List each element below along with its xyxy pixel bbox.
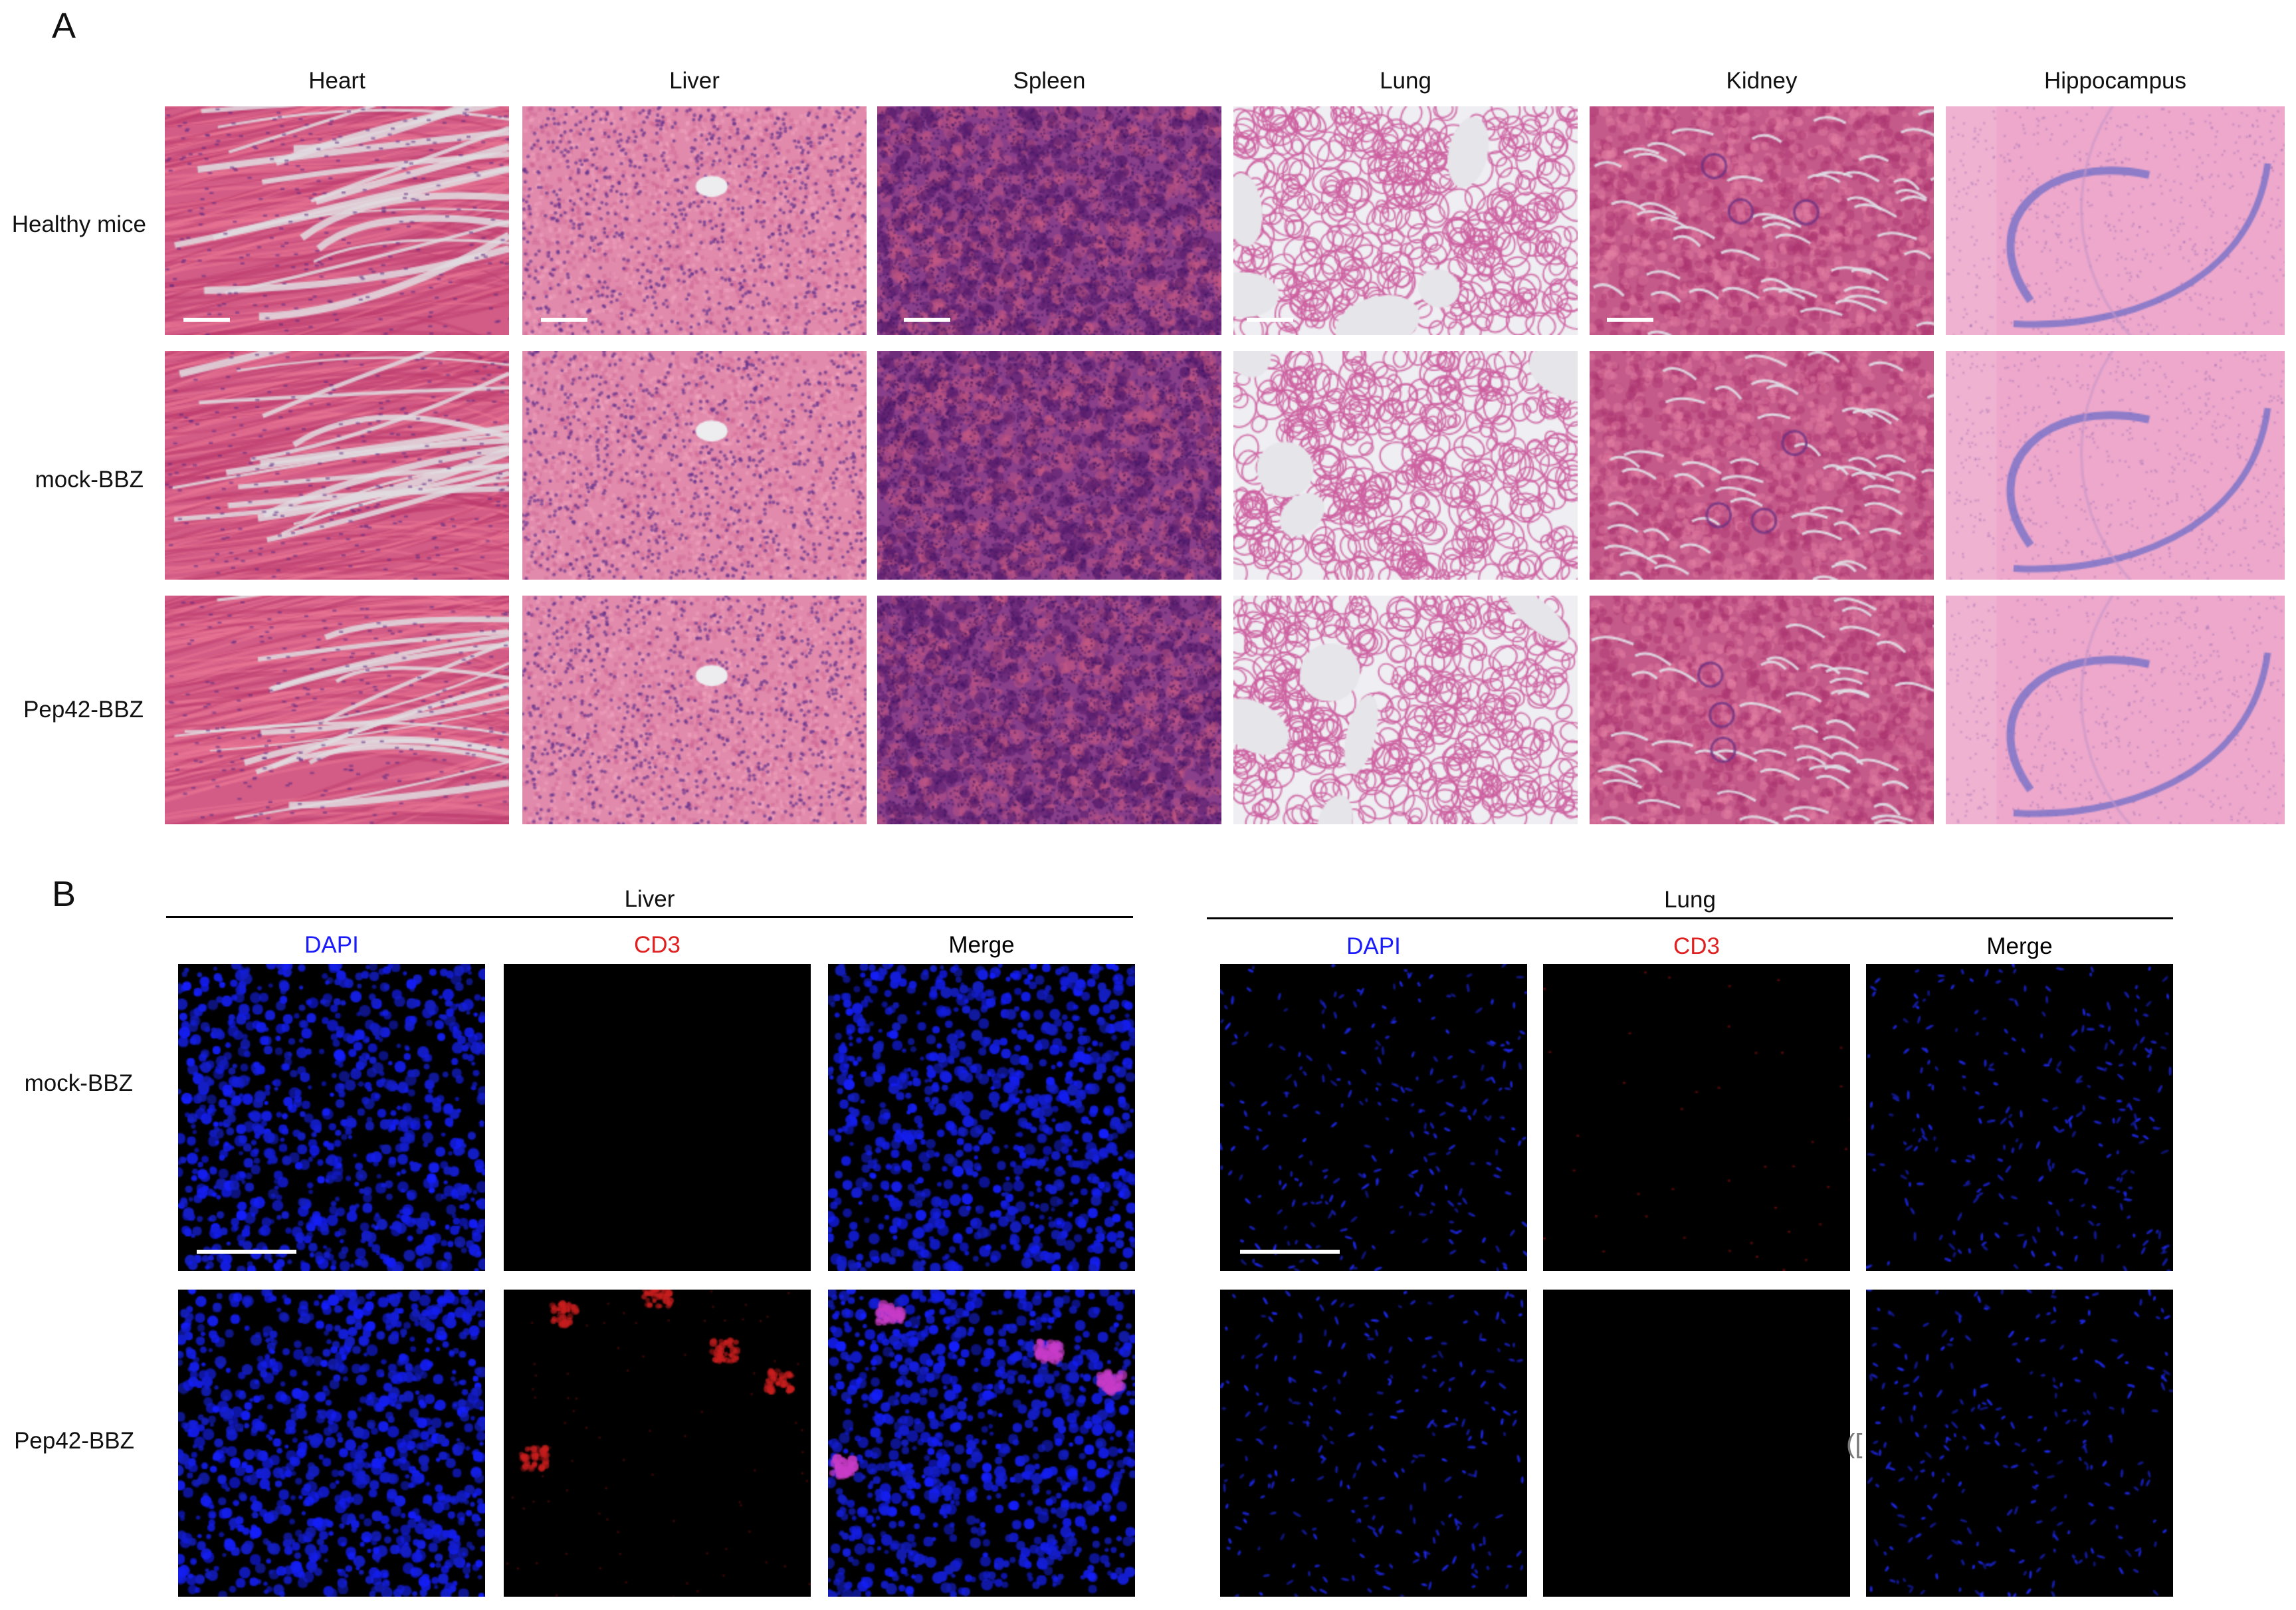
histology-spleen-healthy-mice (877, 106, 1221, 335)
channel-header-liver-dapi: DAPI (304, 932, 359, 958)
group-title-liver: Liver (624, 886, 675, 912)
histology-hippocampus-pep42-bbz (1946, 596, 2285, 824)
histology-lung-healthy-mice (1233, 106, 1578, 335)
scale-bar-heart (183, 318, 230, 322)
histology-hippocampus-mock-bbz (1946, 351, 2285, 580)
channel-header-lung-cd3: CD3 (1673, 933, 1721, 959)
column-header-spleen: Spleen (1013, 68, 1086, 94)
fluorescence-liver-merge-mock-bbz (828, 964, 1135, 1271)
channel-header-liver-merge: Merge (948, 932, 1015, 958)
column-header-liver: Liver (669, 68, 720, 94)
row-header-b-mock-bbz: mock-BBZ (24, 1070, 133, 1096)
group-title-lung: Lung (1664, 887, 1716, 913)
fluorescence-lung-cd3-mock-bbz (1543, 964, 1850, 1271)
fluorescence-lung-merge-pep42-bbz (1866, 1290, 2173, 1597)
stray-mark: ([ (1846, 1429, 1863, 1458)
row-header-b-pep42-bbz: Pep42-BBZ (14, 1428, 134, 1454)
histology-hippocampus-healthy-mice (1946, 106, 2285, 335)
scale-bar-liver (541, 318, 587, 322)
fluorescence-lung-cd3-pep42-bbz (1543, 1290, 1850, 1597)
scale-bar-lung-dapi (1240, 1250, 1340, 1254)
panel-b-label: B (52, 874, 76, 914)
fluorescence-lung-dapi-mock-bbz (1220, 964, 1527, 1271)
fluorescence-lung-merge-mock-bbz (1866, 964, 2173, 1271)
fluorescence-liver-cd3-pep42-bbz (504, 1290, 811, 1597)
histology-heart-pep42-bbz (165, 596, 509, 824)
column-header-heart: Heart (308, 68, 365, 94)
scale-bar-spleen (904, 318, 950, 322)
histology-heart-healthy-mice (165, 106, 509, 335)
histology-kidney-pep42-bbz (1590, 596, 1934, 824)
histology-kidney-mock-bbz (1590, 351, 1934, 580)
fluorescence-liver-cd3-mock-bbz (504, 964, 811, 1271)
panel-a-label: A (52, 6, 76, 46)
scale-bar-liver-dapi (197, 1250, 296, 1254)
histology-lung-pep42-bbz (1233, 596, 1578, 824)
fluorescence-liver-dapi-pep42-bbz (178, 1290, 485, 1597)
row-header-pep42-bbz: Pep42-BBZ (23, 697, 144, 723)
row-header-healthy-mice: Healthy mice (11, 211, 146, 237)
histology-lung-mock-bbz (1233, 351, 1578, 580)
scale-bar-kidney (1607, 318, 1653, 322)
scale-bar-lung (1247, 318, 1293, 322)
channel-header-liver-cd3: CD3 (633, 932, 681, 958)
group-divider-liver (166, 916, 1133, 918)
fluorescence-lung-dapi-pep42-bbz (1220, 1290, 1527, 1597)
fluorescence-liver-merge-pep42-bbz (828, 1290, 1135, 1597)
row-header-mock-bbz: mock-BBZ (35, 467, 144, 493)
histology-spleen-pep42-bbz (877, 596, 1221, 824)
histology-liver-pep42-bbz (522, 596, 867, 824)
histology-heart-mock-bbz (165, 351, 509, 580)
histology-spleen-mock-bbz (877, 351, 1221, 580)
fluorescence-liver-dapi-mock-bbz (178, 964, 485, 1271)
column-header-lung: Lung (1380, 68, 1431, 94)
histology-kidney-healthy-mice (1590, 106, 1934, 335)
histology-liver-healthy-mice (522, 106, 867, 335)
column-header-hippocampus: Hippocampus (2044, 68, 2186, 94)
histology-liver-mock-bbz (522, 351, 867, 580)
channel-header-lung-merge: Merge (1986, 933, 2053, 959)
channel-header-lung-dapi: DAPI (1346, 933, 1401, 959)
group-divider-lung (1207, 917, 2173, 919)
column-header-kidney: Kidney (1726, 68, 1798, 94)
